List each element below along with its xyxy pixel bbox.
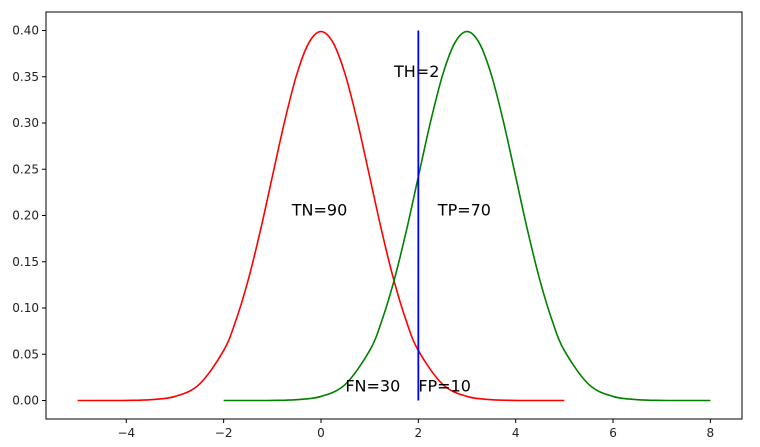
y-tick-label: 0.00	[12, 394, 39, 408]
annotation-layer: TH=2 TN=90 TP=70 FN=30 FP=10	[291, 62, 491, 396]
x-tick-label: 6	[609, 426, 617, 440]
y-tick-label: 0.35	[12, 70, 39, 84]
annotation-tp: TP=70	[437, 201, 491, 220]
x-tick-label: −4	[117, 426, 135, 440]
annotation-tn: TN=90	[291, 201, 348, 220]
y-tick-label: 0.30	[12, 116, 39, 130]
annotation-fp: FP=10	[418, 376, 471, 395]
y-tick-label: 0.40	[12, 24, 39, 38]
annotation-fn: FN=30	[345, 376, 400, 395]
plot-frame	[45, 11, 743, 420]
y-axis-ticks: 0.00 0.05 0.10 0.15 0.20 0.25 0.30 0.35 0.40	[12, 24, 46, 408]
x-tick-label: 2	[415, 426, 423, 440]
y-tick-label: 0.25	[12, 162, 39, 176]
x-tick-label: 4	[512, 426, 520, 440]
y-tick-label: 0.10	[12, 301, 39, 315]
x-tick-label: −2	[215, 426, 233, 440]
annotation-th: TH=2	[393, 62, 439, 81]
series-layer	[77, 30, 711, 402]
y-tick-label: 0.15	[12, 255, 39, 269]
series-line-1	[77, 30, 565, 402]
series-line-2	[223, 30, 711, 402]
y-tick-label: 0.20	[12, 209, 39, 223]
x-axis-ticks: −4 −2 0 2 4 6 8	[117, 419, 714, 440]
y-tick-label: 0.05	[12, 347, 39, 361]
x-tick-label: 8	[707, 426, 715, 440]
x-tick-label: 0	[317, 426, 325, 440]
